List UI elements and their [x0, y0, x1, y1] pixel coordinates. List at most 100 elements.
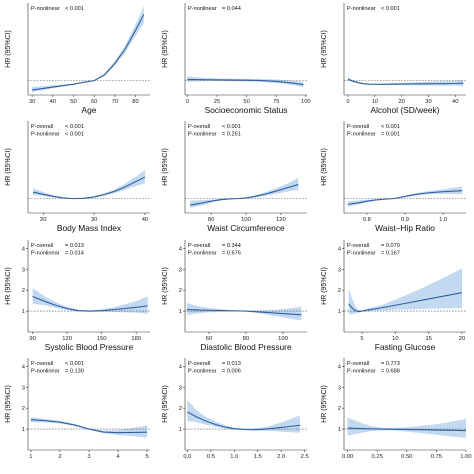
x-axis-label: Diastolic Blood Pressure	[200, 342, 292, 352]
p-value: = 0.130	[65, 369, 84, 375]
x-tick-label: 1.00	[460, 454, 471, 460]
x-tick-label: 20	[398, 99, 404, 105]
p-value-label: P-nonlinear	[188, 369, 217, 375]
panel: 20 30 40 HR (95%CI) Body Mass Index P-overall…	[5, 121, 150, 233]
p-value-label: P-nonlinear	[31, 132, 60, 138]
x-tick-label: 100	[278, 336, 288, 342]
x-tick-label: 80	[208, 217, 214, 223]
confidence-band	[187, 399, 300, 433]
y-axis-label: HR (95%CI)	[5, 267, 12, 305]
y-axis-label: HR (95%CI)	[162, 30, 169, 68]
y-tick-label: 2	[338, 406, 341, 412]
panel: 30 40 50 60 70 80 HR (95%CI) Age P-nonlinear < 0.…	[5, 3, 150, 115]
y-tick-label: 1	[338, 427, 341, 433]
y-tick-label: 4	[22, 364, 26, 370]
confidence-band	[190, 177, 299, 208]
p-value-label: P-nonlinear	[31, 6, 60, 12]
x-tick-label: 30	[425, 99, 431, 105]
x-tick-label: 5	[145, 454, 148, 460]
panel: 0 10 20 30 40 HR (95%CI) Alcohol (SD/week) P-no…	[321, 3, 466, 115]
confidence-band	[32, 5, 144, 93]
y-tick-label: 2	[338, 288, 341, 294]
confidence-band	[347, 417, 466, 438]
p-value: < 0.001	[65, 124, 84, 130]
x-tick-label: 75	[273, 99, 279, 105]
x-tick-label: 30	[91, 217, 97, 223]
hr-curve	[347, 78, 464, 85]
y-tick-label: 1	[338, 309, 341, 315]
p-value-label: P-nonlinear	[188, 251, 217, 257]
y-axis-label: HR (95%CI)	[5, 385, 12, 423]
x-tick-label: 50	[243, 99, 249, 105]
p-value-label: P-nonlinear	[188, 132, 217, 138]
p-value-label: P-overall	[188, 361, 210, 367]
x-tick-label: 4	[116, 454, 120, 460]
x-tick-label: 40	[452, 99, 458, 105]
x-axis-label: Waist–Hip Ratio	[375, 223, 435, 233]
p-value: = 0.006	[222, 369, 241, 375]
p-value-label: P-overall	[31, 124, 53, 130]
x-tick-label: 0.00	[342, 454, 353, 460]
x-tick-label: 15	[425, 336, 431, 342]
x-tick-label: 120	[62, 336, 72, 342]
x-tick-label: 25	[214, 99, 220, 105]
y-tick-label: 3	[22, 267, 25, 273]
panel: 0.0 0.5 1.0 1.5 2.0 2.5 1 2 3 4 HR (95%CI) P-overal…	[162, 358, 309, 460]
x-tick-label: 0.9	[401, 217, 409, 223]
hr-curve	[187, 78, 304, 86]
x-tick-label: 10	[392, 336, 398, 342]
x-tick-label: 1	[29, 454, 32, 460]
hr-curve	[347, 427, 467, 432]
hr-curve	[347, 190, 463, 205]
panel: 90 120 150 180 1 2 3 4 HR (95%CI) Systolic Blood …	[5, 240, 150, 352]
p-value: = 0.251	[222, 132, 241, 138]
x-axis-label: Socioeconomic Status	[205, 105, 288, 115]
p-value: = 0.044	[222, 6, 241, 12]
p-value: < 0.001	[65, 6, 84, 12]
p-value: = 0.013	[222, 361, 241, 367]
p-value: = 0.001	[381, 132, 400, 138]
p-value: = 0.014	[65, 251, 84, 257]
y-axis-label: HR (95%CI)	[321, 267, 328, 305]
y-tick-label: 2	[22, 406, 25, 412]
p-value: = 0.688	[381, 369, 400, 375]
panel: 0.00 0.25 0.50 0.75 1.00 1 2 3 4 HR (95%CI) P-over…	[321, 358, 472, 460]
y-axis-label: HR (95%CI)	[5, 148, 12, 186]
p-value-label: P-nonlinear	[347, 6, 376, 12]
y-axis-label: HR (95%CI)	[321, 30, 328, 68]
y-tick-label: 3	[338, 385, 341, 391]
y-tick-label: 4	[179, 246, 183, 252]
y-tick-label: 4	[338, 246, 342, 252]
p-value: < 0.001	[381, 6, 400, 12]
p-value: = 0.070	[381, 243, 400, 249]
confidence-band	[186, 303, 302, 321]
confidence-band	[348, 268, 462, 315]
x-tick-label: 20	[459, 336, 465, 342]
x-axis-label: Waist Circumference	[207, 223, 285, 233]
panel: 80 100 120 HR (95%CI) Waist Circumference P-o…	[162, 121, 307, 233]
x-tick-label: 120	[276, 217, 286, 223]
x-tick-label: 60	[91, 99, 97, 105]
y-tick-label: 4	[22, 246, 26, 252]
p-value-label: P-nonlinear	[188, 6, 217, 12]
p-value: = 0.013	[65, 243, 84, 249]
x-tick-label: 2.5	[301, 454, 309, 460]
x-tick-label: 20	[40, 217, 46, 223]
p-value-label: P-nonlinear	[347, 369, 376, 375]
y-tick-label: 1	[22, 427, 25, 433]
hr-curve	[187, 411, 301, 431]
p-value-label: P-overall	[31, 361, 53, 367]
y-tick-label: 1	[22, 309, 25, 315]
y-tick-label: 3	[22, 385, 25, 391]
y-tick-label: 3	[338, 267, 341, 273]
x-tick-label: 0	[346, 99, 349, 105]
x-tick-label: 3	[87, 454, 90, 460]
panel: 0 25 50 75 100 HR (95%CI) Socioeconomic Status…	[162, 3, 311, 115]
p-value: = 0.344	[222, 243, 241, 249]
y-axis-label: HR (95%CI)	[5, 30, 12, 68]
panel: 0.8 0.9 1.0 HR (95%CI) Waist–Hip Ratio P-over…	[321, 121, 466, 233]
p-value-label: P-overall	[347, 361, 369, 367]
x-axis-label: Systolic Blood Pressure	[45, 342, 134, 352]
y-tick-label: 4	[338, 364, 342, 370]
